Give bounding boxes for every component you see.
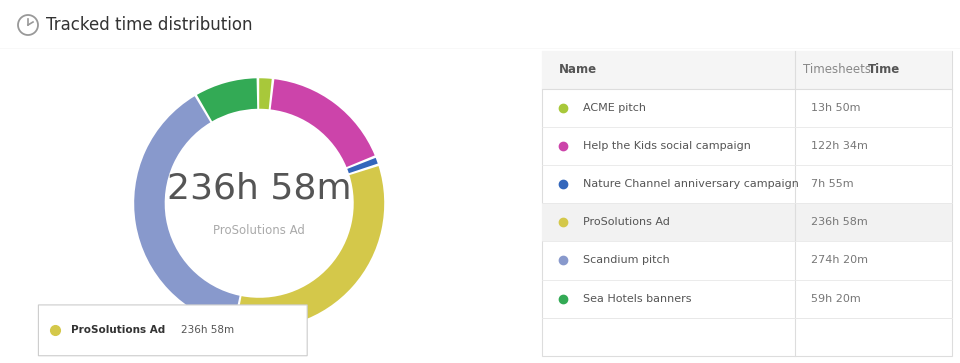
Text: Name: Name xyxy=(559,64,597,76)
Text: ProSolutions Ad: ProSolutions Ad xyxy=(213,224,305,237)
Text: 236h 58m: 236h 58m xyxy=(180,325,234,335)
Text: 122h 34m: 122h 34m xyxy=(811,141,868,151)
Text: 274h 20m: 274h 20m xyxy=(811,256,868,265)
Text: 59h 20m: 59h 20m xyxy=(811,294,861,303)
Wedge shape xyxy=(271,79,374,167)
Text: 13h 50m: 13h 50m xyxy=(811,103,860,113)
Text: Scandium pitch: Scandium pitch xyxy=(584,256,670,265)
Wedge shape xyxy=(197,78,257,121)
Text: Time: Time xyxy=(868,64,900,76)
FancyBboxPatch shape xyxy=(542,51,952,356)
Text: Sea Hotels banners: Sea Hotels banners xyxy=(584,294,692,303)
Text: 7h 55m: 7h 55m xyxy=(811,179,853,189)
FancyBboxPatch shape xyxy=(38,305,307,356)
Text: 236h 58m: 236h 58m xyxy=(811,217,868,227)
Wedge shape xyxy=(236,166,384,328)
Text: Tracked time distribution: Tracked time distribution xyxy=(46,16,252,34)
Wedge shape xyxy=(259,78,272,109)
Text: 236h 58m: 236h 58m xyxy=(167,171,351,205)
Text: Nature Channel anniversary campaign: Nature Channel anniversary campaign xyxy=(584,179,800,189)
FancyBboxPatch shape xyxy=(542,51,952,89)
Wedge shape xyxy=(134,96,240,326)
Wedge shape xyxy=(348,158,377,173)
Text: Help the Kids social campaign: Help the Kids social campaign xyxy=(584,141,752,151)
FancyBboxPatch shape xyxy=(542,203,952,241)
Text: ACME pitch: ACME pitch xyxy=(584,103,646,113)
Text: ProSolutions Ad: ProSolutions Ad xyxy=(71,325,165,335)
Text: ProSolutions Ad: ProSolutions Ad xyxy=(584,217,670,227)
Text: Timesheets: Timesheets xyxy=(803,64,875,76)
